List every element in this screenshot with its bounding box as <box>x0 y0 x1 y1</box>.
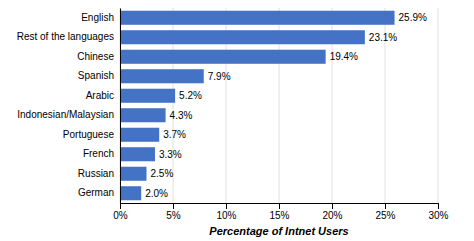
bar <box>120 186 141 200</box>
x-tick: 0% <box>113 203 128 221</box>
plot-area: 0% 5% 10% 15% 20% 25% 30% German Russian French Po… <box>17 8 449 221</box>
y-tick: French <box>83 148 120 159</box>
x-tick-mark <box>279 203 280 209</box>
bar <box>120 69 204 83</box>
data-label: 7.9% <box>208 71 231 82</box>
y-axis: German Russian French Portuguese Indonesian/… <box>17 9 121 204</box>
y-tick-label: Spanish <box>78 70 114 81</box>
y-tick: Arabic <box>86 90 120 101</box>
x-tick: 15% <box>269 203 289 221</box>
x-tick-label: 20% <box>322 210 342 221</box>
data-label: 25.9% <box>399 12 427 23</box>
data-label: 5.2% <box>179 90 202 101</box>
x-tick: 5% <box>166 203 181 221</box>
y-tick-label: Rest of the languages <box>17 31 114 42</box>
y-tick-label: Chinese <box>77 51 114 62</box>
y-tick: German <box>78 187 120 198</box>
y-tick: English <box>81 12 120 23</box>
x-axis: 0% 5% 10% 15% 20% 25% 30% <box>113 203 448 221</box>
bar <box>120 11 395 25</box>
x-tick-mark <box>120 203 121 209</box>
bars <box>120 11 395 201</box>
bar <box>120 108 166 122</box>
x-tick: 10% <box>216 203 236 221</box>
y-tick-label: Russian <box>78 168 114 179</box>
y-tick: Spanish <box>78 70 120 81</box>
y-tick-label: English <box>81 12 114 23</box>
data-label: 3.7% <box>163 129 186 140</box>
x-tick-label: 10% <box>216 210 236 221</box>
x-tick-mark <box>385 203 386 209</box>
data-label: 3.3% <box>159 149 182 160</box>
x-tick-mark <box>173 203 174 209</box>
x-tick: 20% <box>322 203 342 221</box>
bar <box>120 128 159 142</box>
bar <box>120 89 175 103</box>
y-tick: Rest of the languages <box>17 31 120 42</box>
data-label: 2.5% <box>151 168 174 179</box>
y-tick-label: Portuguese <box>63 129 115 140</box>
x-tick: 30% <box>428 203 448 221</box>
grid-line <box>438 8 439 203</box>
grid-line <box>120 8 121 203</box>
grid <box>120 8 438 203</box>
x-tick-mark <box>438 203 439 209</box>
data-label: 2.0% <box>145 188 168 199</box>
x-tick-mark <box>226 203 227 209</box>
y-tick: Russian <box>78 168 120 179</box>
y-tick-label: German <box>78 187 114 198</box>
x-axis-line <box>121 204 439 210</box>
bar <box>120 30 365 44</box>
y-axis-line <box>120 9 121 204</box>
data-label: 4.3% <box>170 110 193 121</box>
x-tick-label: 5% <box>166 210 181 221</box>
y-tick-label: Arabic <box>86 90 114 101</box>
y-tick: Indonesian/Malaysian <box>17 109 120 120</box>
x-tick-label: 15% <box>269 210 289 221</box>
x-tick-mark <box>332 203 333 209</box>
y-tick-label: French <box>83 148 114 159</box>
chart-container: 0% 5% 10% 15% 20% 25% 30% German Russian French Po… <box>0 0 474 241</box>
chart-svg: 0% 5% 10% 15% 20% 25% 30% German Russian French Po… <box>0 0 474 241</box>
x-tick-label: 30% <box>428 210 448 221</box>
bar <box>120 50 326 64</box>
data-label: 23.1% <box>369 32 397 43</box>
data-labels: 2.0% 2.5% 3.3% 3.7% 4.3% 5.2% 7.9% 19.4% 23.1%25… <box>145 12 427 199</box>
y-tick: Chinese <box>77 51 120 62</box>
x-tick: 25% <box>375 203 395 221</box>
x-tick-label: 0% <box>113 210 128 221</box>
x-tick-label: 25% <box>375 210 395 221</box>
y-tick-label: Indonesian/Malaysian <box>17 109 114 120</box>
x-axis-title: Percentage of Intnet Users <box>209 225 348 237</box>
y-tick: Portuguese <box>63 129 120 140</box>
bar <box>120 167 147 181</box>
data-label: 19.4% <box>330 51 358 62</box>
bar <box>120 147 155 161</box>
